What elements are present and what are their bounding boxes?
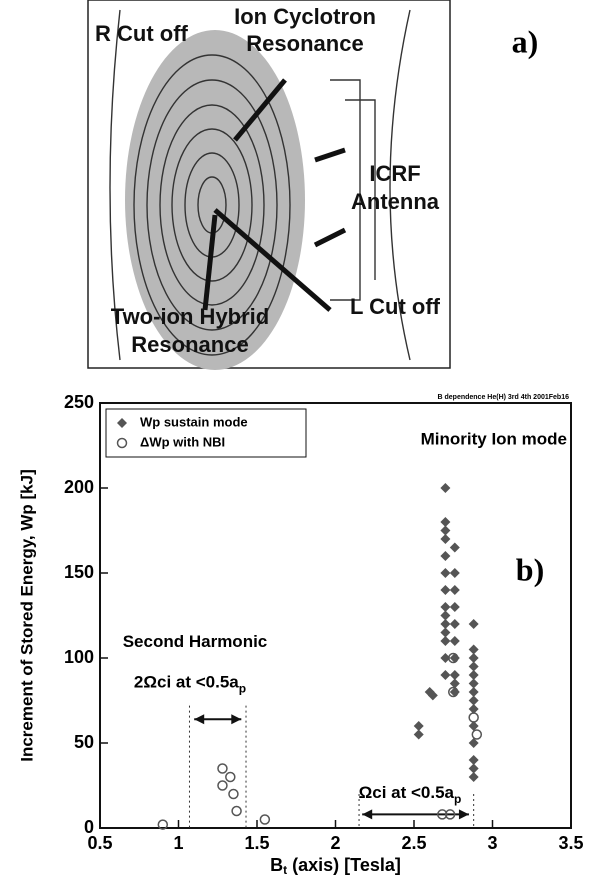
diagram-label: L Cut off [350,294,441,319]
x-tick-label: 2 [330,833,340,853]
x-tick-label: 1 [173,833,183,853]
plot-frame [100,403,571,828]
x-tick-label: 3.5 [558,833,583,853]
diagram-label: Two-ion Hybrid [111,304,269,329]
diagram: R Cut off Ion Cyclotron Resonance a) ICR… [88,0,538,370]
diagram-label: Resonance [131,332,248,357]
annotation: Second Harmonic [123,632,268,651]
x-axis-label-main: B [270,855,283,875]
data-point [440,568,450,578]
data-point [440,534,450,544]
panel-label: a) [512,23,539,59]
x-tick-label: 3 [487,833,497,853]
data-point [218,781,227,790]
annotation-sub: p [239,682,246,696]
annotation: Ωci at <0.5ap [359,783,462,806]
y-tick-label: 200 [64,477,94,497]
data-point [440,483,450,493]
y-tick-label: 50 [74,732,94,752]
annotation-main: 2Ωci at <0.5a [134,673,239,692]
header-note: B dependence He(H) 3rd 4th 2001Feb16 [438,394,570,401]
panel-label: b) [516,551,544,587]
legend-label: Wp sustain mode [140,414,248,429]
diagram-label: ICRF [369,161,420,186]
data-point [450,602,460,612]
annotation-main: Ωci at <0.5a [359,783,455,802]
data-point [229,790,238,799]
x-axis-label-rest: (axis) [Tesla] [287,855,401,875]
x-tick-label: 1.5 [244,833,269,853]
legend-label: ΔWp with NBI [140,434,225,449]
data-point [450,543,460,553]
data-point [469,619,479,629]
x-axis-label: Bt (axis) [Tesla] [270,855,401,877]
data-point [414,730,424,740]
data-point [472,730,481,739]
data-point [440,585,450,595]
y-tick-label: 150 [64,562,94,582]
data-point [469,772,479,782]
annotation: 2Ωci at <0.5ap [134,673,246,696]
diagram-label: Resonance [246,31,363,56]
data-point [218,764,227,773]
annotation-sub: p [454,792,461,806]
data-point [226,773,235,782]
data-point [450,619,460,629]
data-point [469,713,478,722]
data-point [440,551,450,561]
y-tick-label: 250 [64,392,94,412]
diagram-label: Ion Cyclotron [234,4,376,29]
data-point [440,670,450,680]
data-point [450,585,460,595]
data-point [440,636,450,646]
diagram-label: R Cut off [95,21,189,46]
data-point [450,636,460,646]
page: R Cut off Ion Cyclotron Resonance a) ICR… [0,0,595,892]
data-point [232,807,241,816]
y-axis-label: Increment of Stored Energy, Wp [kJ] [17,469,36,762]
diagram-label: Antenna [351,189,440,214]
data-point [450,568,460,578]
figure: R Cut off Ion Cyclotron Resonance a) ICR… [0,0,595,892]
x-tick-label: 2.5 [401,833,426,853]
y-tick-label: 0 [84,817,94,837]
y-tick-label: 100 [64,647,94,667]
annotation: Minority Ion mode [421,429,567,448]
data-point [260,815,269,824]
